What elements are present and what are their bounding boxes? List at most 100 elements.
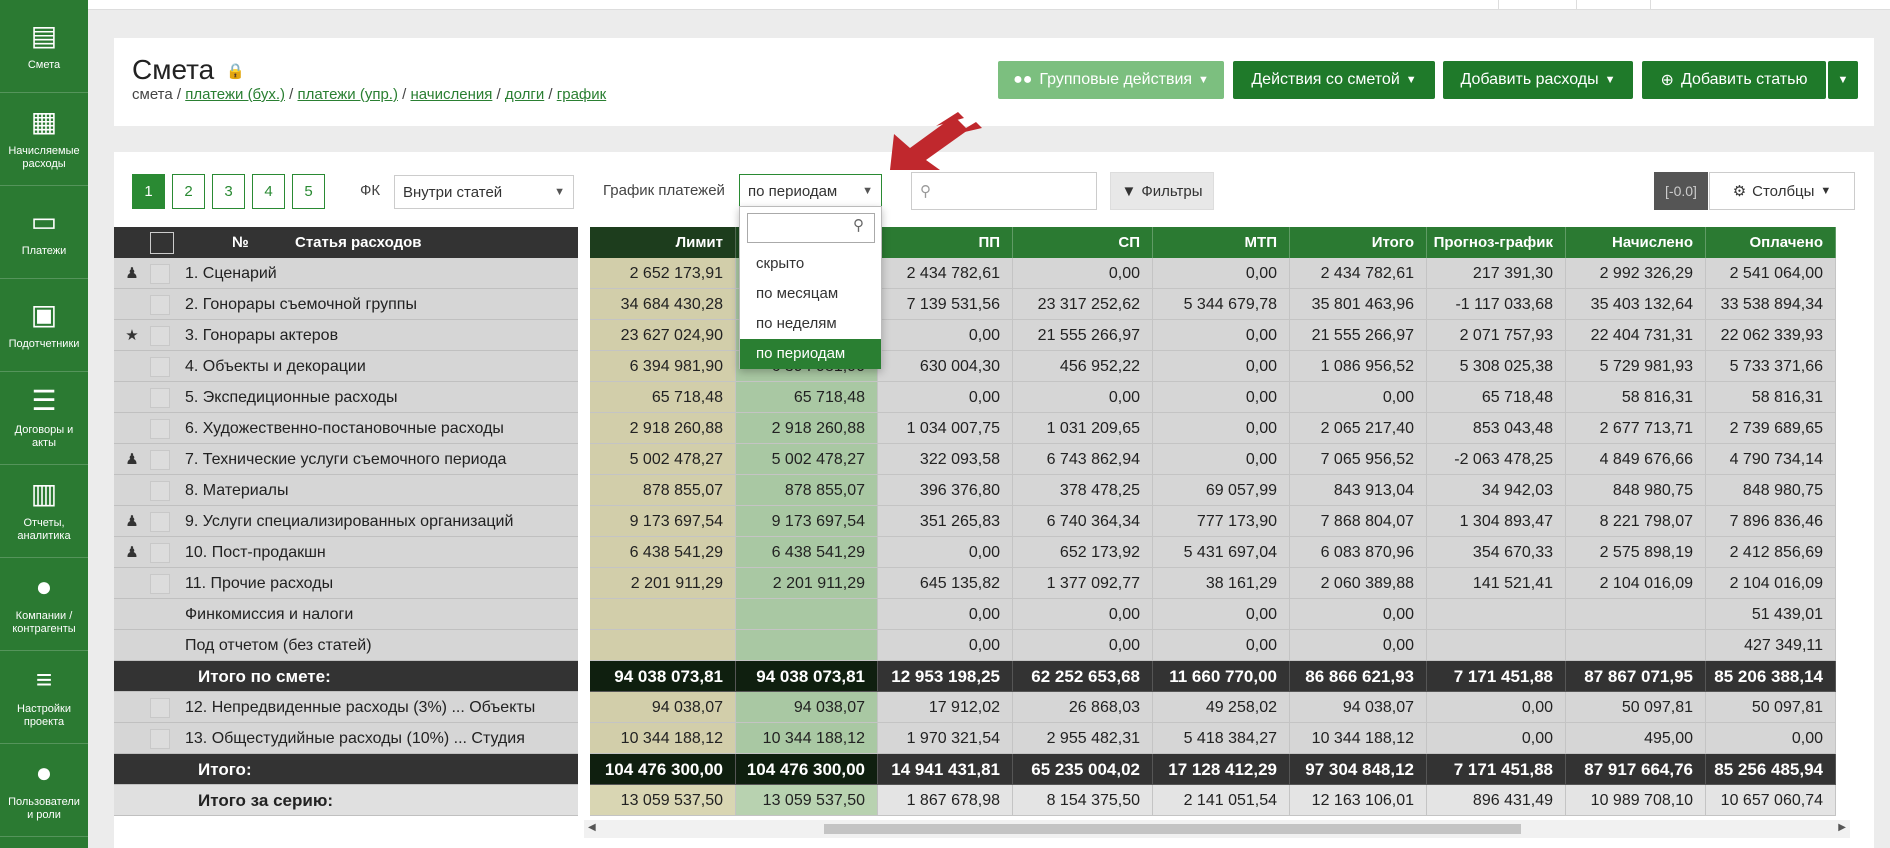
table-cell: 94 038 073,81 — [590, 661, 736, 692]
table-row[interactable]: Финкомиссия и налоги 0,00 0,00 0,00 0,00 51 4… — [114, 599, 1874, 630]
version-badge[interactable]: [-0.0] — [1654, 172, 1708, 210]
estimate-actions-button[interactable]: Действия со сметой ▼ — [1233, 61, 1435, 99]
row-checkbox[interactable] — [150, 729, 170, 749]
star-icon[interactable]: ★ — [125, 327, 139, 344]
person-icon[interactable]: ♟ — [125, 265, 139, 282]
schedule-select[interactable]: по периодам ▼ — [739, 174, 882, 208]
total-row[interactable]: Итого: 104 476 300,00 104 476 300,00 14 941… — [114, 754, 1874, 785]
column-header[interactable]: СП — [1013, 227, 1153, 258]
table-row[interactable]: ♟ 7. Технические услуги съемочного период… — [114, 444, 1874, 475]
person-icon[interactable]: ♟ — [125, 544, 139, 561]
sidebar-item-5[interactable]: ☰ Договоры и акты — [0, 372, 88, 465]
sidebar-item-1[interactable]: ▤ Смета — [0, 0, 88, 93]
column-header[interactable]: Прогноз-график — [1427, 227, 1566, 258]
schedule-select-value: по периодам — [748, 182, 838, 200]
sidebar-item-3[interactable]: ▭ Платежи — [0, 186, 88, 279]
table-row[interactable]: 5. Экспедиционные расходы 65 718,48 65 718… — [114, 382, 1874, 413]
row-checkbox[interactable] — [150, 512, 170, 532]
search-input[interactable]: ⚲ — [911, 172, 1097, 210]
schedule-label: График платежей — [603, 182, 725, 199]
dropdown-option[interactable]: скрыто — [756, 255, 805, 272]
series-total-row[interactable]: Итого за серию: 13 059 537,50 13 059 537,5… — [114, 785, 1874, 816]
column-header[interactable]: МТП — [1153, 227, 1290, 258]
breadcrumb-item[interactable]: платежи (бух.) — [185, 86, 285, 103]
table-cell: 0,00 — [878, 537, 1013, 568]
table-cell: 2 434 782,61 — [878, 258, 1013, 289]
column-header[interactable]: Итого — [1290, 227, 1427, 258]
table-row[interactable]: ♟ 10. Пост-продакшн 6 438 541,29 6 438 541,… — [114, 537, 1874, 568]
table-row[interactable]: 8. Материалы 878 855,07 878 855,07 396 376,… — [114, 475, 1874, 506]
table-cell: 50 097,81 — [1566, 692, 1706, 723]
table-cell: 0,00 — [878, 382, 1013, 413]
row-checkbox[interactable] — [150, 574, 170, 594]
table-cell: 2 575 898,19 — [1566, 537, 1706, 568]
table-row[interactable]: ♟ 9. Услуги специализированных организаци… — [114, 506, 1874, 537]
breadcrumb-item[interactable]: начисления — [410, 86, 493, 103]
table-cell: 896 431,49 — [1427, 785, 1566, 816]
table-row[interactable]: 11. Прочие расходы 2 201 911,29 2 201 911,… — [114, 568, 1874, 599]
page-button[interactable]: 4 — [252, 174, 285, 209]
row-checkbox[interactable] — [150, 388, 170, 408]
dropdown-option[interactable]: по периодам — [740, 339, 881, 369]
total-row[interactable]: Итого по смете: 94 038 073,81 94 038 073,8… — [114, 661, 1874, 692]
page-button[interactable]: 1 — [132, 174, 165, 209]
add-article-button[interactable]: ⊕ Добавить статью — [1642, 61, 1826, 99]
table-cell: 1 031 209,65 — [1013, 413, 1153, 444]
row-checkbox[interactable] — [150, 295, 170, 315]
row-left-block — [114, 692, 578, 723]
fk-select[interactable]: Внутри статей ▼ — [394, 175, 574, 209]
sidebar-item-8[interactable]: ≡ Настройки проекта — [0, 651, 88, 744]
horizontal-scrollbar[interactable]: ◀ ▶ — [584, 820, 1850, 838]
header-article[interactable]: Статья расходов — [295, 234, 422, 251]
table-row[interactable]: ★ 3. Гонорары актеров 23 627 024,90 0,00 21 … — [114, 320, 1874, 351]
row-checkbox[interactable] — [150, 326, 170, 346]
scrollbar-thumb[interactable] — [824, 824, 1521, 834]
columns-button[interactable]: ⚙ Столбцы ▼ — [1709, 172, 1855, 210]
page-button[interactable]: 3 — [212, 174, 245, 209]
table-row[interactable]: 2. Гонорары съемочной группы 34 684 430,2… — [114, 289, 1874, 320]
breadcrumb-item[interactable]: график — [556, 86, 607, 103]
table-cell: 2 739 689,65 — [1706, 413, 1836, 444]
add-expenses-button[interactable]: Добавить расходы ▼ — [1443, 61, 1633, 99]
filters-button[interactable]: ▼ Фильтры — [1110, 172, 1214, 210]
row-checkbox[interactable] — [150, 419, 170, 439]
table-row[interactable]: Под отчетом (без статей) 0,00 0,00 0,00 0,00… — [114, 630, 1874, 661]
sidebar-item-4[interactable]: ▣ Подотчетники — [0, 279, 88, 372]
group-actions-button[interactable]: ●● Групповые действия ▼ — [998, 61, 1224, 99]
dropdown-option[interactable]: по месяцам — [756, 285, 839, 302]
row-checkbox[interactable] — [150, 481, 170, 501]
sidebar-item-6[interactable]: ▥ Отчеты, аналитика — [0, 465, 88, 558]
add-article-dropdown-button[interactable]: ▼ — [1828, 61, 1858, 99]
dropdown-search-input[interactable] — [747, 213, 875, 243]
table-cell: 50 097,81 — [1706, 692, 1836, 723]
table-cell: 1 377 092,77 — [1013, 568, 1153, 599]
row-checkbox[interactable] — [150, 450, 170, 470]
column-header[interactable]: ПП — [878, 227, 1013, 258]
sidebar-item-2[interactable]: ▦ Начисляемые расходы — [0, 93, 88, 186]
table-cell: 2 201 911,29 — [736, 568, 878, 599]
breadcrumb-item[interactable]: платежи (упр.) — [297, 86, 398, 103]
column-header[interactable]: Начислено — [1566, 227, 1706, 258]
table-cell: 2 201 911,29 — [590, 568, 736, 599]
table-row[interactable]: 13. Общестудийные расходы (10%) ... Студ… — [114, 723, 1874, 754]
row-checkbox[interactable] — [150, 698, 170, 718]
page-button[interactable]: 5 — [292, 174, 325, 209]
breadcrumb-item[interactable]: долги — [504, 86, 545, 103]
row-checkbox[interactable] — [150, 543, 170, 563]
person-icon[interactable]: ♟ — [125, 451, 139, 468]
person-icon[interactable]: ♟ — [125, 513, 139, 530]
sidebar: ▤ Смета ▦ Начисляемые расходы ▭ Платежи ▣ Подот… — [0, 0, 88, 848]
dropdown-option[interactable]: по неделям — [756, 315, 837, 332]
table-row[interactable]: 6. Художественно-постановочные расходы 2 … — [114, 413, 1874, 444]
page-button[interactable]: 2 — [172, 174, 205, 209]
table-row[interactable]: 12. Непредвиденные расходы (3%) ... Объе… — [114, 692, 1874, 723]
row-checkbox[interactable] — [150, 357, 170, 377]
sidebar-item-9[interactable]: ● Пользователи и роли — [0, 744, 88, 837]
column-header[interactable]: Лимит — [590, 227, 736, 258]
sidebar-item-7[interactable]: ● Компании / контрагенты — [0, 558, 88, 651]
select-all-checkbox[interactable] — [150, 232, 174, 254]
column-header[interactable]: Оплачено — [1706, 227, 1836, 258]
row-checkbox[interactable] — [150, 264, 170, 284]
table-row[interactable]: ♟ 1. Сценарий 2 652 173,91 2 434 782,61 0,00… — [114, 258, 1874, 289]
